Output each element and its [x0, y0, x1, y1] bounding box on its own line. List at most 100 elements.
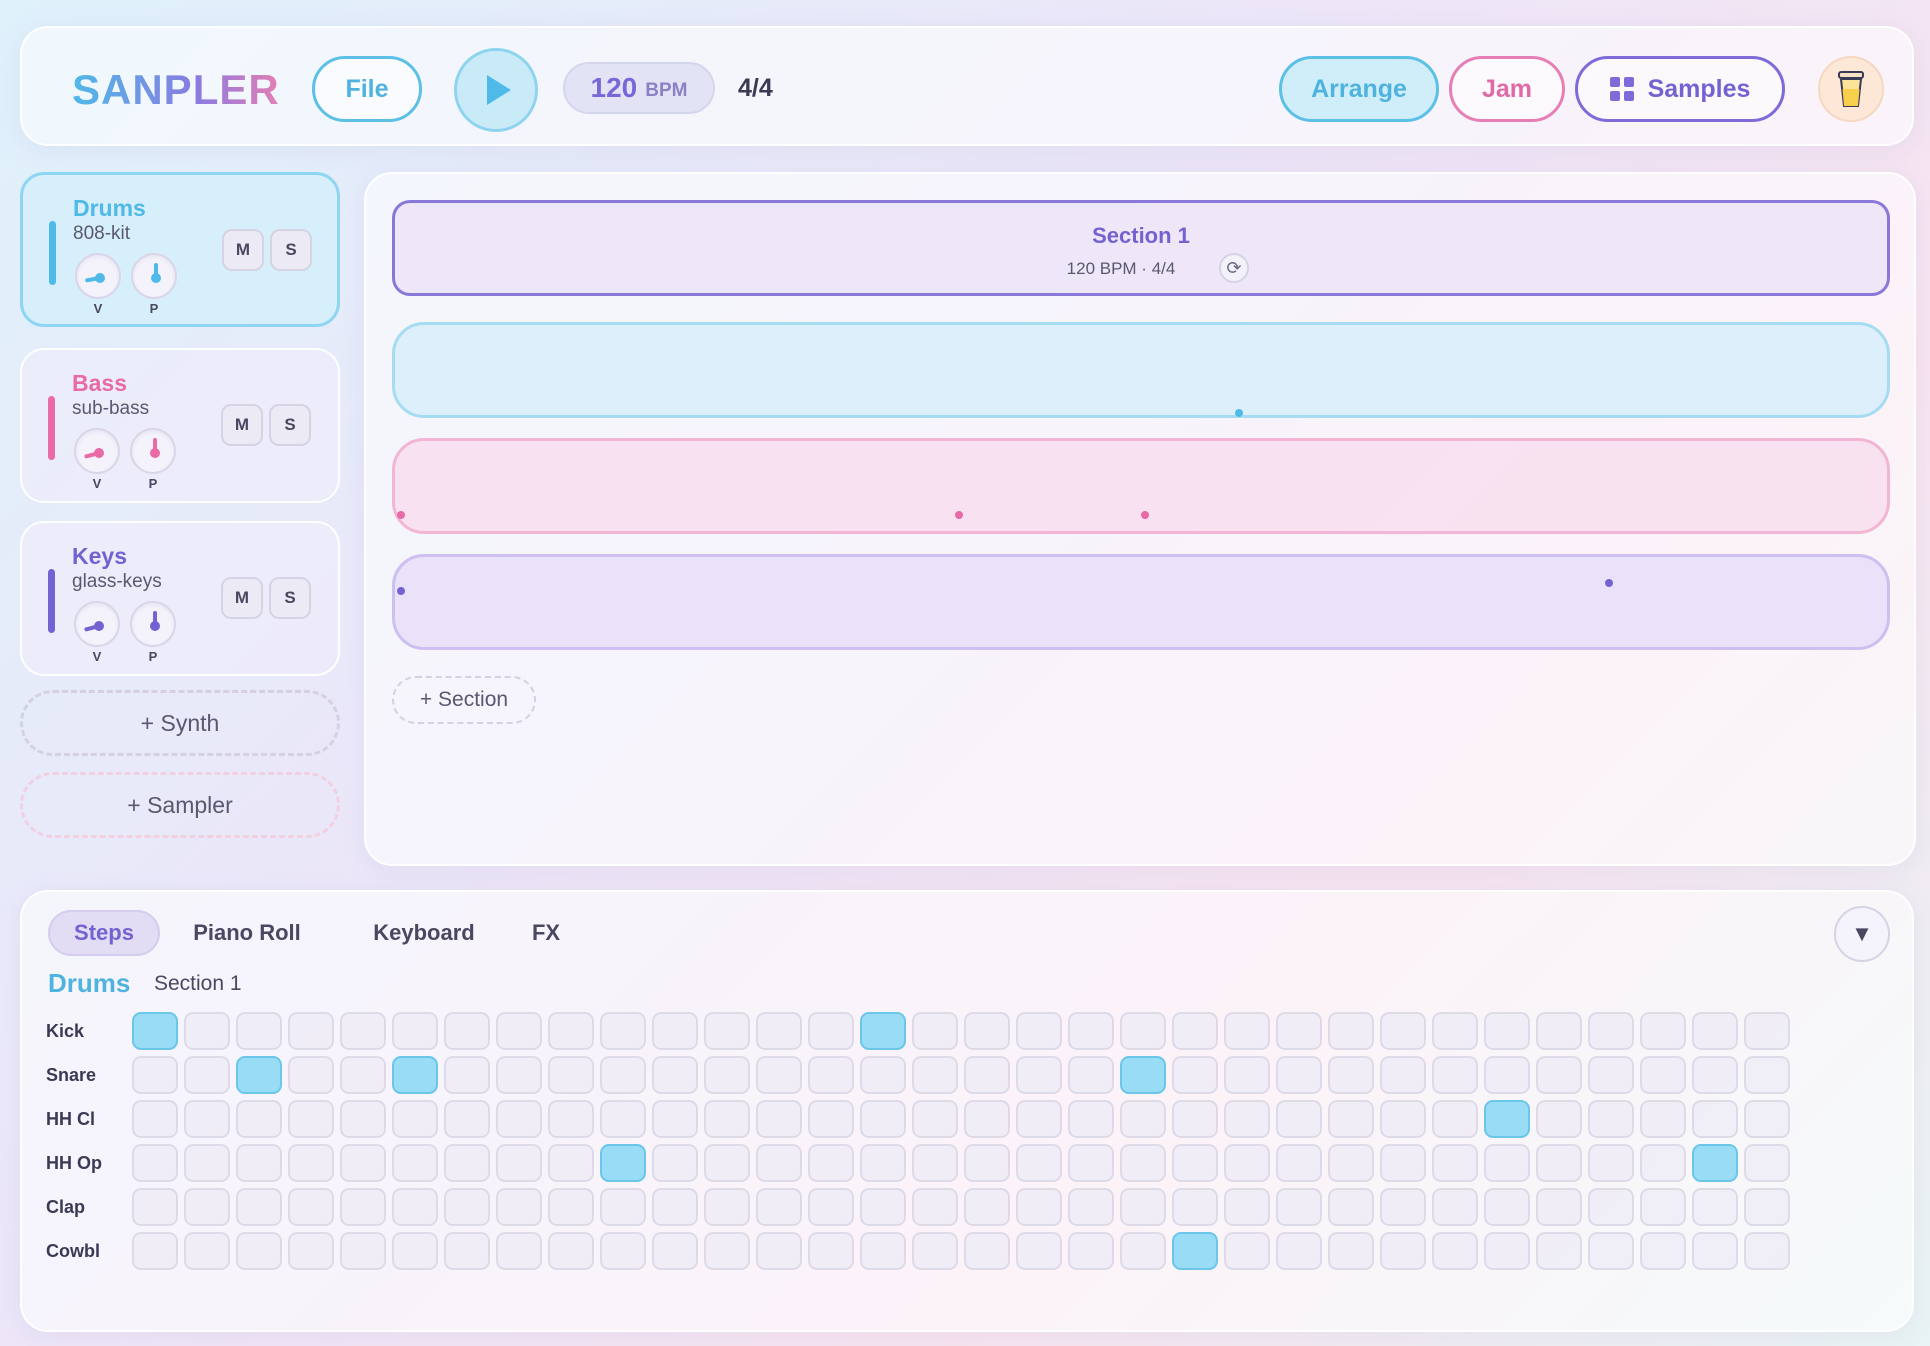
step-cell[interactable] [1640, 1188, 1686, 1226]
step-cell[interactable] [1068, 1144, 1114, 1182]
step-cell[interactable] [1484, 1012, 1530, 1050]
step-cell[interactable] [1588, 1012, 1634, 1050]
step-cell[interactable] [184, 1056, 230, 1094]
tab-fx[interactable]: FX [531, 920, 561, 945]
step-cell[interactable] [600, 1232, 646, 1270]
step-cell[interactable] [1224, 1188, 1270, 1226]
step-cell[interactable] [600, 1188, 646, 1226]
add-section-button[interactable]: + Section [392, 676, 536, 724]
step-cell[interactable] [1588, 1144, 1634, 1182]
step-cell[interactable] [392, 1012, 438, 1050]
step-cell[interactable] [1016, 1012, 1062, 1050]
step-cell[interactable] [808, 1100, 854, 1138]
step-cell[interactable] [236, 1012, 282, 1050]
step-cell[interactable] [392, 1056, 438, 1094]
step-cell[interactable] [1224, 1144, 1270, 1182]
step-cell[interactable] [964, 1056, 1010, 1094]
step-cell[interactable] [392, 1188, 438, 1226]
step-cell[interactable] [1484, 1188, 1530, 1226]
mute-button[interactable]: M [222, 229, 264, 271]
step-cell[interactable] [1380, 1100, 1426, 1138]
step-cell[interactable] [860, 1144, 906, 1182]
step-cell[interactable] [444, 1056, 490, 1094]
step-cell[interactable] [1172, 1188, 1218, 1226]
step-cell[interactable] [236, 1100, 282, 1138]
lane-drums[interactable] [392, 322, 1890, 418]
time-signature[interactable]: 4/4 [738, 74, 773, 102]
step-cell[interactable] [704, 1188, 750, 1226]
step-cell[interactable] [288, 1188, 334, 1226]
step-cell[interactable] [756, 1232, 802, 1270]
step-cell[interactable] [1328, 1056, 1374, 1094]
step-cell[interactable] [1536, 1232, 1582, 1270]
step-cell[interactable] [1120, 1144, 1166, 1182]
lane-bass[interactable] [392, 438, 1890, 534]
step-cell[interactable] [132, 1012, 178, 1050]
step-cell[interactable] [496, 1232, 542, 1270]
pan-knob[interactable] [131, 253, 177, 299]
step-cell[interactable] [1380, 1144, 1426, 1182]
step-cell[interactable] [1640, 1232, 1686, 1270]
bpm-display[interactable]: 120 BPM [563, 62, 715, 114]
step-cell[interactable] [1640, 1144, 1686, 1182]
step-cell[interactable] [912, 1012, 958, 1050]
step-cell[interactable] [1016, 1100, 1062, 1138]
step-cell[interactable] [1484, 1144, 1530, 1182]
step-cell[interactable] [340, 1188, 386, 1226]
add-synth-button[interactable]: + Synth [20, 690, 340, 756]
step-cell[interactable] [912, 1100, 958, 1138]
step-cell[interactable] [1692, 1188, 1738, 1226]
step-cell[interactable] [1380, 1056, 1426, 1094]
step-cell[interactable] [1172, 1100, 1218, 1138]
step-cell[interactable] [1640, 1012, 1686, 1050]
step-cell[interactable] [1276, 1012, 1322, 1050]
step-cell[interactable] [1172, 1232, 1218, 1270]
file-button[interactable]: File [312, 56, 422, 122]
step-cell[interactable] [1120, 1056, 1166, 1094]
step-cell[interactable] [600, 1144, 646, 1182]
volume-knob[interactable] [74, 428, 120, 474]
step-cell[interactable] [1068, 1100, 1114, 1138]
step-cell[interactable] [1588, 1100, 1634, 1138]
step-cell[interactable] [808, 1232, 854, 1270]
tab-steps[interactable]: Steps [48, 910, 160, 956]
mute-button[interactable]: M [221, 577, 263, 619]
step-cell[interactable] [1172, 1012, 1218, 1050]
step-cell[interactable] [704, 1012, 750, 1050]
step-cell[interactable] [1068, 1188, 1114, 1226]
tab-keyboard[interactable]: Keyboard [373, 920, 475, 945]
step-cell[interactable] [756, 1100, 802, 1138]
step-cell[interactable] [548, 1100, 594, 1138]
step-cell[interactable] [652, 1100, 698, 1138]
step-cell[interactable] [1432, 1012, 1478, 1050]
step-cell[interactable] [1536, 1144, 1582, 1182]
step-cell[interactable] [756, 1012, 802, 1050]
step-cell[interactable] [288, 1012, 334, 1050]
step-cell[interactable] [132, 1144, 178, 1182]
solo-button[interactable]: S [270, 229, 312, 271]
step-cell[interactable] [340, 1012, 386, 1050]
step-cell[interactable] [1692, 1100, 1738, 1138]
step-cell[interactable] [392, 1100, 438, 1138]
track-drums[interactable]: Drums 808-kit V P M S [20, 172, 340, 327]
step-cell[interactable] [1744, 1056, 1790, 1094]
step-cell[interactable] [704, 1144, 750, 1182]
step-cell[interactable] [1016, 1144, 1062, 1182]
step-cell[interactable] [1016, 1232, 1062, 1270]
track-bass[interactable]: Bass sub-bass V P M S [20, 348, 340, 503]
step-cell[interactable] [1744, 1012, 1790, 1050]
step-cell[interactable] [860, 1056, 906, 1094]
step-cell[interactable] [340, 1144, 386, 1182]
step-cell[interactable] [1484, 1056, 1530, 1094]
step-cell[interactable] [652, 1188, 698, 1226]
step-cell[interactable] [912, 1144, 958, 1182]
step-cell[interactable] [184, 1100, 230, 1138]
step-cell[interactable] [756, 1144, 802, 1182]
step-cell[interactable] [1380, 1012, 1426, 1050]
step-cell[interactable] [132, 1056, 178, 1094]
step-cell[interactable] [652, 1056, 698, 1094]
step-cell[interactable] [600, 1056, 646, 1094]
step-cell[interactable] [1172, 1056, 1218, 1094]
step-cell[interactable] [964, 1188, 1010, 1226]
step-cell[interactable] [808, 1188, 854, 1226]
